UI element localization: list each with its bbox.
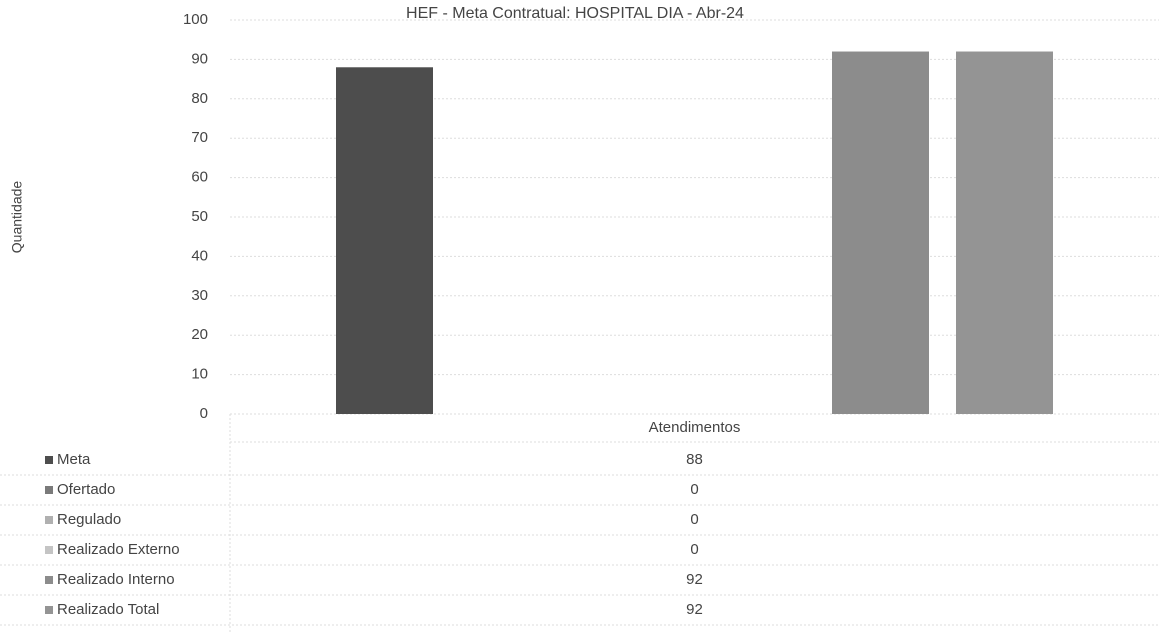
y-tick-label: 20 bbox=[191, 326, 208, 343]
y-tick-label: 0 bbox=[200, 405, 208, 422]
legend-swatch bbox=[45, 456, 53, 464]
legend-swatch bbox=[45, 546, 53, 554]
legend-label: Regulado bbox=[57, 511, 121, 528]
table-value: 0 bbox=[690, 481, 698, 498]
bar bbox=[956, 51, 1053, 415]
bar bbox=[832, 51, 929, 415]
x-tick-label: Atendimentos bbox=[649, 419, 741, 436]
y-tick-label: 10 bbox=[191, 366, 208, 383]
legend-label: Realizado Interno bbox=[57, 571, 175, 588]
table-value: 92 bbox=[686, 571, 703, 588]
chart-title: HEF - Meta Contratual: HOSPITAL DIA - Ab… bbox=[406, 5, 744, 22]
y-axis-label: Quantidade bbox=[9, 181, 25, 254]
bar bbox=[336, 67, 433, 414]
y-tick-label: 50 bbox=[191, 208, 208, 225]
legend-swatch bbox=[45, 516, 53, 524]
y-tick-label: 70 bbox=[191, 129, 208, 146]
table-value: 88 bbox=[686, 451, 703, 468]
y-tick-label: 100 bbox=[183, 11, 208, 28]
y-tick-label: 40 bbox=[191, 247, 208, 264]
legend-label: Realizado Externo bbox=[57, 541, 180, 558]
legend-swatch bbox=[45, 486, 53, 494]
y-tick-label: 90 bbox=[191, 50, 208, 67]
table-value: 92 bbox=[686, 601, 703, 618]
legend-label: Ofertado bbox=[57, 481, 115, 498]
table-value: 0 bbox=[690, 511, 698, 528]
legend-swatch bbox=[45, 606, 53, 614]
y-tick-label: 60 bbox=[191, 169, 208, 186]
legend-label: Meta bbox=[57, 451, 91, 468]
y-tick-label: 30 bbox=[191, 287, 208, 304]
table-value: 0 bbox=[690, 541, 698, 558]
legend-label: Realizado Total bbox=[57, 601, 159, 618]
legend-swatch bbox=[45, 576, 53, 584]
y-tick-label: 80 bbox=[191, 90, 208, 107]
